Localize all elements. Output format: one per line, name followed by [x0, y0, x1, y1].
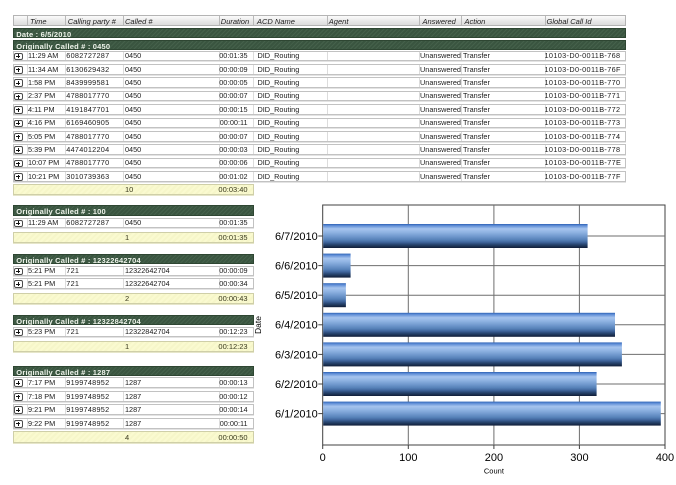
svg-text:100: 100 — [399, 452, 417, 464]
svg-text:6/5/2010: 6/5/2010 — [275, 290, 318, 302]
svg-text:300: 300 — [570, 452, 588, 464]
svg-text:Date: Date — [253, 316, 263, 334]
svg-text:6/2/2010: 6/2/2010 — [275, 379, 318, 391]
svg-text:6/4/2010: 6/4/2010 — [275, 320, 318, 332]
svg-text:6/6/2010: 6/6/2010 — [275, 261, 318, 273]
svg-text:400: 400 — [656, 452, 674, 464]
svg-text:6/7/2010: 6/7/2010 — [275, 231, 318, 243]
svg-text:0: 0 — [320, 452, 326, 464]
svg-text:6/3/2010: 6/3/2010 — [275, 349, 318, 361]
svg-text:200: 200 — [485, 452, 503, 464]
svg-text:Count: Count — [484, 467, 505, 476]
svg-text:6/1/2010: 6/1/2010 — [275, 409, 318, 421]
